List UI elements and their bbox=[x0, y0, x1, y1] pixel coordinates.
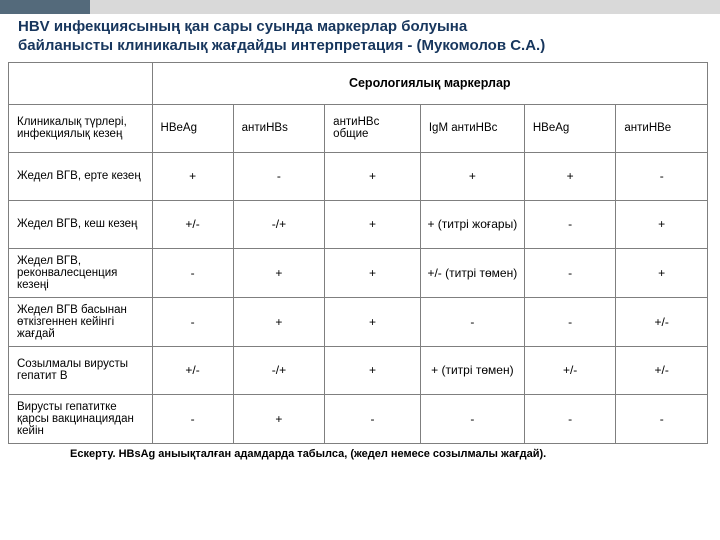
cell-value: - bbox=[420, 394, 524, 443]
cell-value: + bbox=[152, 152, 233, 200]
table-header-row-2: Клиникалық түрлері, инфекциялық кезеңHBe… bbox=[9, 104, 708, 152]
cell-value: - bbox=[524, 297, 616, 346]
cell-value: -/+ bbox=[233, 346, 325, 394]
row-label: Созылмалы вирусты гепатит В bbox=[9, 346, 153, 394]
marker-header-3: IgM антиHBc bbox=[420, 104, 524, 152]
cell-value: - bbox=[152, 248, 233, 297]
cell-value: - bbox=[420, 297, 524, 346]
table-row: Жедел ВГВ, ерте кезең+-+++- bbox=[9, 152, 708, 200]
row-label: Вирусты гепатитке қарсы вакцинациядан ке… bbox=[9, 394, 153, 443]
cell-value: - bbox=[616, 394, 708, 443]
cell-value: -/+ bbox=[233, 200, 325, 248]
cell-value: +/- bbox=[152, 346, 233, 394]
cell-value: + bbox=[616, 200, 708, 248]
cell-value: + bbox=[233, 394, 325, 443]
cell-value: - bbox=[152, 297, 233, 346]
cell-value: - bbox=[524, 248, 616, 297]
cell-value: - bbox=[616, 152, 708, 200]
cell-value: +/- (титрі төмен) bbox=[420, 248, 524, 297]
cell-value: - bbox=[524, 394, 616, 443]
table-row: Вирусты гепатитке қарсы вакцинациядан ке… bbox=[9, 394, 708, 443]
marker-header-4: HBeAg bbox=[524, 104, 616, 152]
marker-header-2: антиHBc общие bbox=[325, 104, 421, 152]
title-line-2: байланысты клиникалық жағдайды интерпрет… bbox=[18, 37, 702, 56]
cell-value: + bbox=[325, 152, 421, 200]
marker-header-0: HBeAg bbox=[152, 104, 233, 152]
row-label: Жедел ВГВ басынан өткізгеннен кейінгі жа… bbox=[9, 297, 153, 346]
cell-value: + bbox=[325, 346, 421, 394]
cell-value: + (титрі төмен) bbox=[420, 346, 524, 394]
title-line-1: HBV инфекциясының қан сары суында маркер… bbox=[18, 18, 702, 37]
cell-value: + bbox=[420, 152, 524, 200]
table-header-row-1: Серологиялық маркерлар bbox=[9, 62, 708, 104]
cell-value: + bbox=[616, 248, 708, 297]
cell-value: - bbox=[325, 394, 421, 443]
table-row: Жедел ВГВ басынан өткізгеннен кейінгі жа… bbox=[9, 297, 708, 346]
marker-header-1: антиHBs bbox=[233, 104, 325, 152]
cell-value: +/- bbox=[524, 346, 616, 394]
cell-value: +/- bbox=[616, 297, 708, 346]
footnote: Ескерту. HBsAg аныықталған адамдарда таб… bbox=[0, 444, 720, 460]
marker-header-5: антиHBe bbox=[616, 104, 708, 152]
cell-value: + bbox=[325, 200, 421, 248]
row-header-cell bbox=[9, 62, 153, 104]
cell-value: - bbox=[524, 200, 616, 248]
cell-value: + bbox=[325, 297, 421, 346]
cell-value: + bbox=[233, 297, 325, 346]
column-header-clinical: Клиникалық түрлері, инфекциялық кезең bbox=[9, 104, 153, 152]
table-row: Созылмалы вирусты гепатит В+/--/+++ (тит… bbox=[9, 346, 708, 394]
table-row: Жедел ВГВ, реконвалесценция кезеңі-+++/-… bbox=[9, 248, 708, 297]
cell-value: +/- bbox=[616, 346, 708, 394]
sero-header: Серологиялық маркерлар bbox=[152, 62, 707, 104]
cell-value: +/- bbox=[152, 200, 233, 248]
row-label: Жедел ВГВ, кеш кезең bbox=[9, 200, 153, 248]
cell-value: + bbox=[524, 152, 616, 200]
slide-title: HBV инфекциясының қан сары суында маркер… bbox=[0, 14, 720, 62]
decorative-top-bar bbox=[0, 0, 720, 14]
cell-value: + (титрі жоғары) bbox=[420, 200, 524, 248]
cell-value: - bbox=[233, 152, 325, 200]
cell-value: + bbox=[325, 248, 421, 297]
markers-table: Серологиялық маркерлар Клиникалық түрлер… bbox=[8, 62, 708, 444]
cell-value: - bbox=[152, 394, 233, 443]
cell-value: + bbox=[233, 248, 325, 297]
row-label: Жедел ВГВ, ерте кезең bbox=[9, 152, 153, 200]
row-label: Жедел ВГВ, реконвалесценция кезеңі bbox=[9, 248, 153, 297]
table-row: Жедел ВГВ, кеш кезең+/--/+++ (титрі жоға… bbox=[9, 200, 708, 248]
